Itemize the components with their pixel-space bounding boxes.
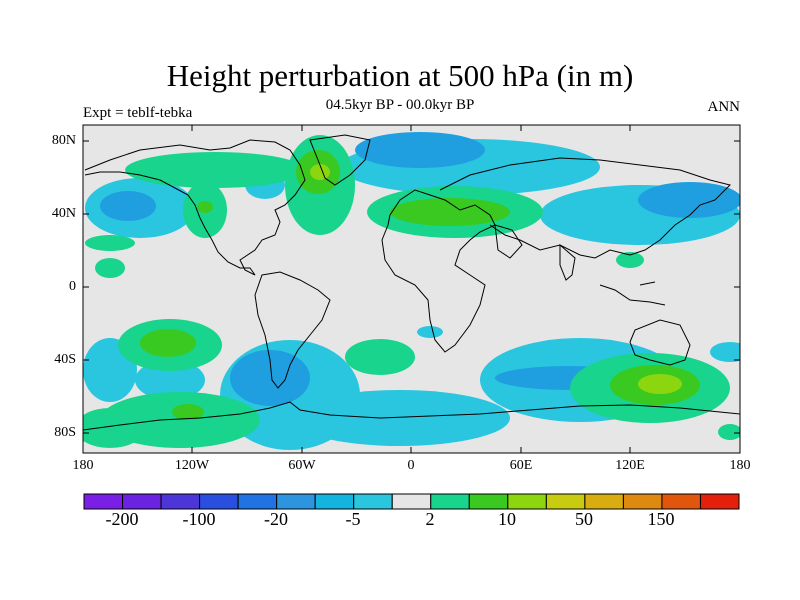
colorbar-box: [160, 493, 201, 510]
colorbar-box: [353, 493, 393, 510]
lat-label-80s: 80S: [54, 425, 76, 440]
blue-core-north-atlantic: [355, 132, 485, 168]
colorbar-box: [237, 493, 278, 510]
lon-label-120e: 120E: [615, 458, 645, 473]
plot-subtitle: 04.5kyr BP - 00.0kyr BP: [325, 97, 475, 113]
arabia-coast: [494, 224, 523, 259]
green-spot-south-east: [718, 424, 740, 440]
colorbar-box: [584, 493, 624, 510]
green-spot-central-pacific: [95, 258, 125, 278]
negative-anomaly-fields: [83, 132, 740, 450]
australia-coast: [629, 319, 691, 366]
lat-label-40n: 40N: [51, 206, 76, 221]
green-band-arctic: [125, 152, 305, 188]
colorbar-box: [545, 493, 586, 510]
yellow-green-core-greenland: [310, 164, 330, 180]
lime-core-europe: [390, 198, 510, 226]
colorbar-label-5: 2: [425, 509, 435, 529]
lon-label-60e: 60E: [509, 458, 533, 473]
lime-core-south-pacific: [140, 329, 196, 357]
lon-label-0: 0: [407, 458, 415, 473]
blue-patch-southern-ocean: [290, 390, 510, 446]
antarctica-coast: [83, 401, 740, 431]
green-patch-amundsen: [100, 392, 260, 448]
colorbar-label-8: 150: [647, 509, 675, 529]
colorbar-label-6: 10: [498, 509, 516, 529]
colorbar-label-3: -20: [264, 509, 288, 529]
blue-core-north-pacific: [100, 191, 156, 221]
lat-label-80n: 80N: [51, 133, 76, 148]
lon-label-120w: 120W: [174, 458, 210, 473]
colorbar-box: [122, 493, 162, 510]
colorbar-box: [83, 493, 124, 510]
asia-coast: [439, 157, 731, 259]
yellow-green-core-australia-south: [638, 374, 682, 394]
colorbar-label-1: -200: [105, 509, 139, 529]
colorbar-box: [507, 493, 547, 510]
blue-spot-south-atlantic: [417, 326, 443, 338]
colorbar-box: [430, 493, 470, 510]
lime-spot-east-pacific: [197, 201, 213, 213]
green-patch-south-atlantic: [345, 339, 415, 375]
colorbar-box: [276, 493, 316, 510]
colorbar-label-4: -5: [345, 509, 361, 529]
lat-label-40s: 40S: [54, 352, 76, 367]
colorbar-box: [661, 493, 701, 510]
lon-label-180-east: 180: [729, 458, 751, 473]
experiment-label: Expt = teblf-tebka: [83, 105, 193, 121]
blue-spot-south-pacific-east: [710, 342, 740, 362]
colorbar-box: [622, 493, 663, 510]
colorbar-box: [391, 493, 432, 510]
india-coast: [559, 243, 576, 281]
positive-anomaly-fields: [83, 135, 740, 448]
colorbar-box: [199, 493, 239, 510]
lon-label-180-west: 180: [72, 458, 94, 473]
colorbar-box: [699, 493, 740, 510]
map-plot-area: [83, 125, 740, 453]
north-america-coast: [84, 139, 306, 276]
lime-spot-amundsen: [172, 404, 204, 420]
season-label: ANN: [707, 99, 741, 115]
lon-label-60w: 60W: [288, 458, 316, 473]
axis-ticks: [83, 125, 740, 453]
greenland-coast: [309, 134, 371, 186]
colorbar-box: [468, 493, 509, 510]
colorbar: [83, 493, 740, 510]
green-spot-maritime: [616, 252, 644, 268]
blue-core-asia: [638, 182, 740, 218]
green-spot-west-pacific: [85, 235, 135, 251]
indonesia-coast: [599, 281, 666, 306]
blue-patch-south-pacific-mid: [135, 360, 205, 400]
coastlines: [83, 134, 740, 431]
colorbar-box: [314, 493, 355, 510]
south-america-coast: [254, 271, 331, 389]
europe-africa-coast: [381, 189, 496, 353]
plot-title: Height perturbation at 500 hPa (in m): [166, 58, 634, 93]
colorbar-label-7: 50: [575, 509, 593, 529]
lat-label-equator: 0: [69, 279, 76, 294]
colorbar-label-2: -100: [182, 509, 216, 529]
